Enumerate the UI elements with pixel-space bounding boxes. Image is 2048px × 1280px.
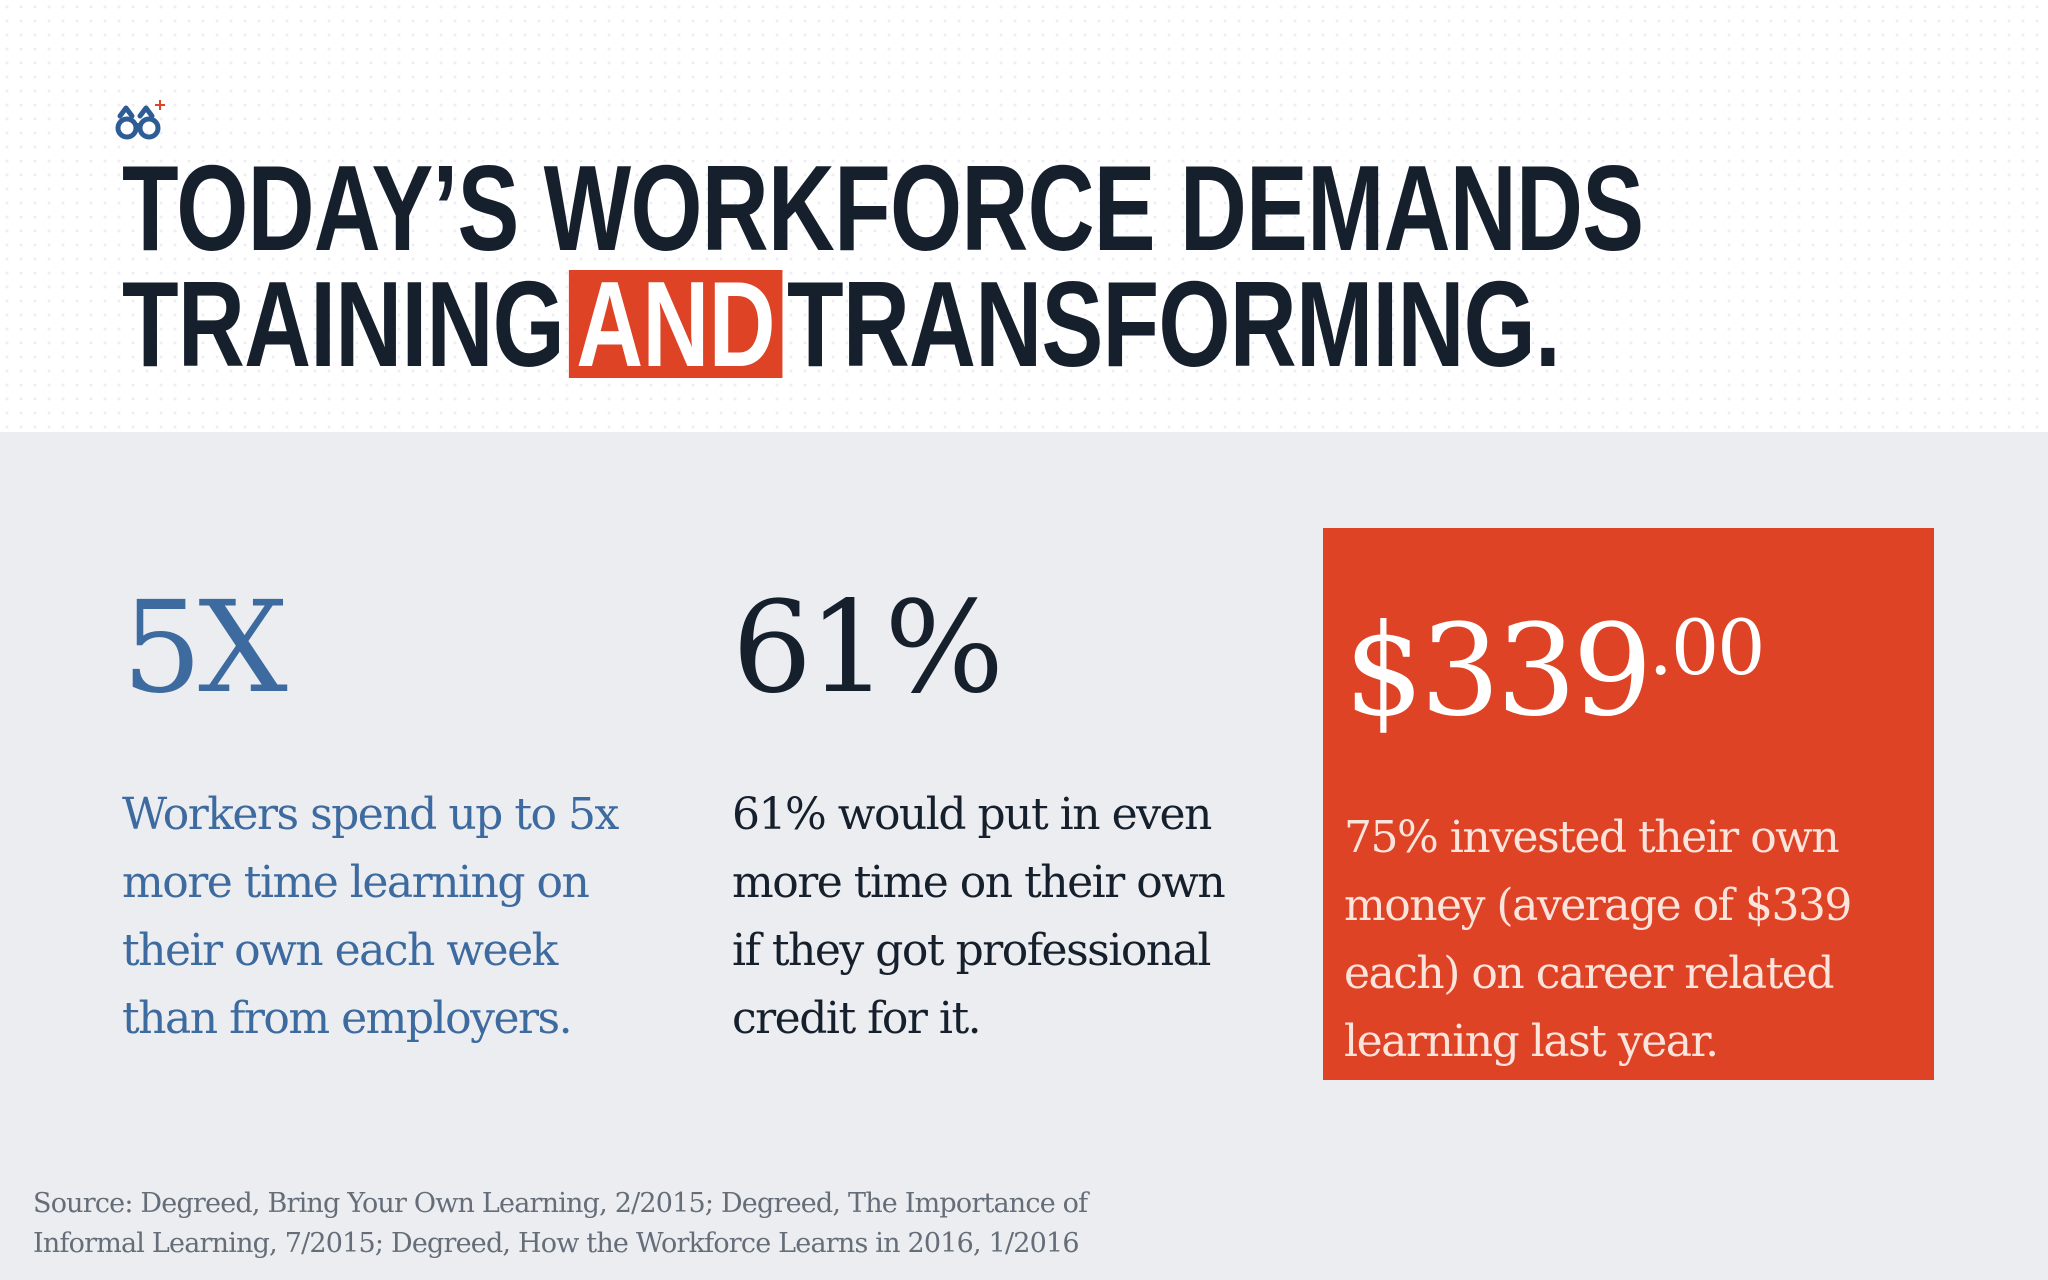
headline-word-training: TRAINING xyxy=(122,256,565,392)
headline-line-1: TODAY’S WORKFORCE DEMANDS xyxy=(122,140,1644,276)
header-section: TODAY’S WORKFORCE DEMANDS TRAININGANDTRA… xyxy=(0,0,2048,432)
stat-description-line: than from employers. xyxy=(122,993,573,1044)
stat-description: 75% invested their own money (average of… xyxy=(1344,804,1934,1076)
stat-description-line: more time on their own xyxy=(732,857,1226,908)
source-note: Source: Degreed, Bring Your Own Learning… xyxy=(33,1184,1088,1264)
stat-description-line: 75% invested their own xyxy=(1344,812,1840,863)
stat-value: 5X xyxy=(122,574,288,721)
stat-description: Workers spend up to 5x more time learnin… xyxy=(122,781,682,1053)
stat-value-main: $339 xyxy=(1344,597,1653,744)
stat-card-learning-time: 5X Workers spend up to 5x more time lear… xyxy=(122,585,682,1053)
stat-value: 61% xyxy=(732,574,1004,721)
source-line: Informal Learning, 7/2015; Degreed, How … xyxy=(33,1228,1080,1259)
stat-value-cents: .00 xyxy=(1648,603,1766,692)
stat-card-money-invested: $339.00 75% invested their own money (av… xyxy=(1323,528,1934,1080)
headline: TODAY’S WORKFORCE DEMANDS TRAININGANDTRA… xyxy=(122,140,1644,385)
stat-description-line: Workers spend up to 5x xyxy=(122,789,619,840)
stat-description-line: learning last year. xyxy=(1344,1016,1719,1067)
stat-description: 61% would put in even more time on their… xyxy=(732,781,1292,1053)
source-line: Source: Degreed, Bring Your Own Learning… xyxy=(33,1188,1088,1219)
headline-line-2: TRAININGANDTRANSFORMING. xyxy=(122,263,1643,385)
headline-highlight-and: AND xyxy=(568,263,783,385)
glasses-icon xyxy=(115,100,165,140)
headline-word-transforming: TRANSFORMING. xyxy=(786,256,1561,392)
stat-description-line: credit for it. xyxy=(732,993,982,1044)
stat-description-line: money (average of $339 xyxy=(1344,880,1852,931)
stat-value: $339.00 xyxy=(1344,585,1934,734)
stat-description-line: 61% would put in even xyxy=(732,789,1212,840)
stat-description-line: their own each week xyxy=(122,925,558,976)
stat-description-line: more time learning on xyxy=(122,857,590,908)
stat-card-professional-credit: 61% 61% would put in even more time on t… xyxy=(732,585,1292,1053)
stat-description-line: if they got professional xyxy=(732,925,1211,976)
stat-description-line: each) on career related xyxy=(1344,948,1835,999)
